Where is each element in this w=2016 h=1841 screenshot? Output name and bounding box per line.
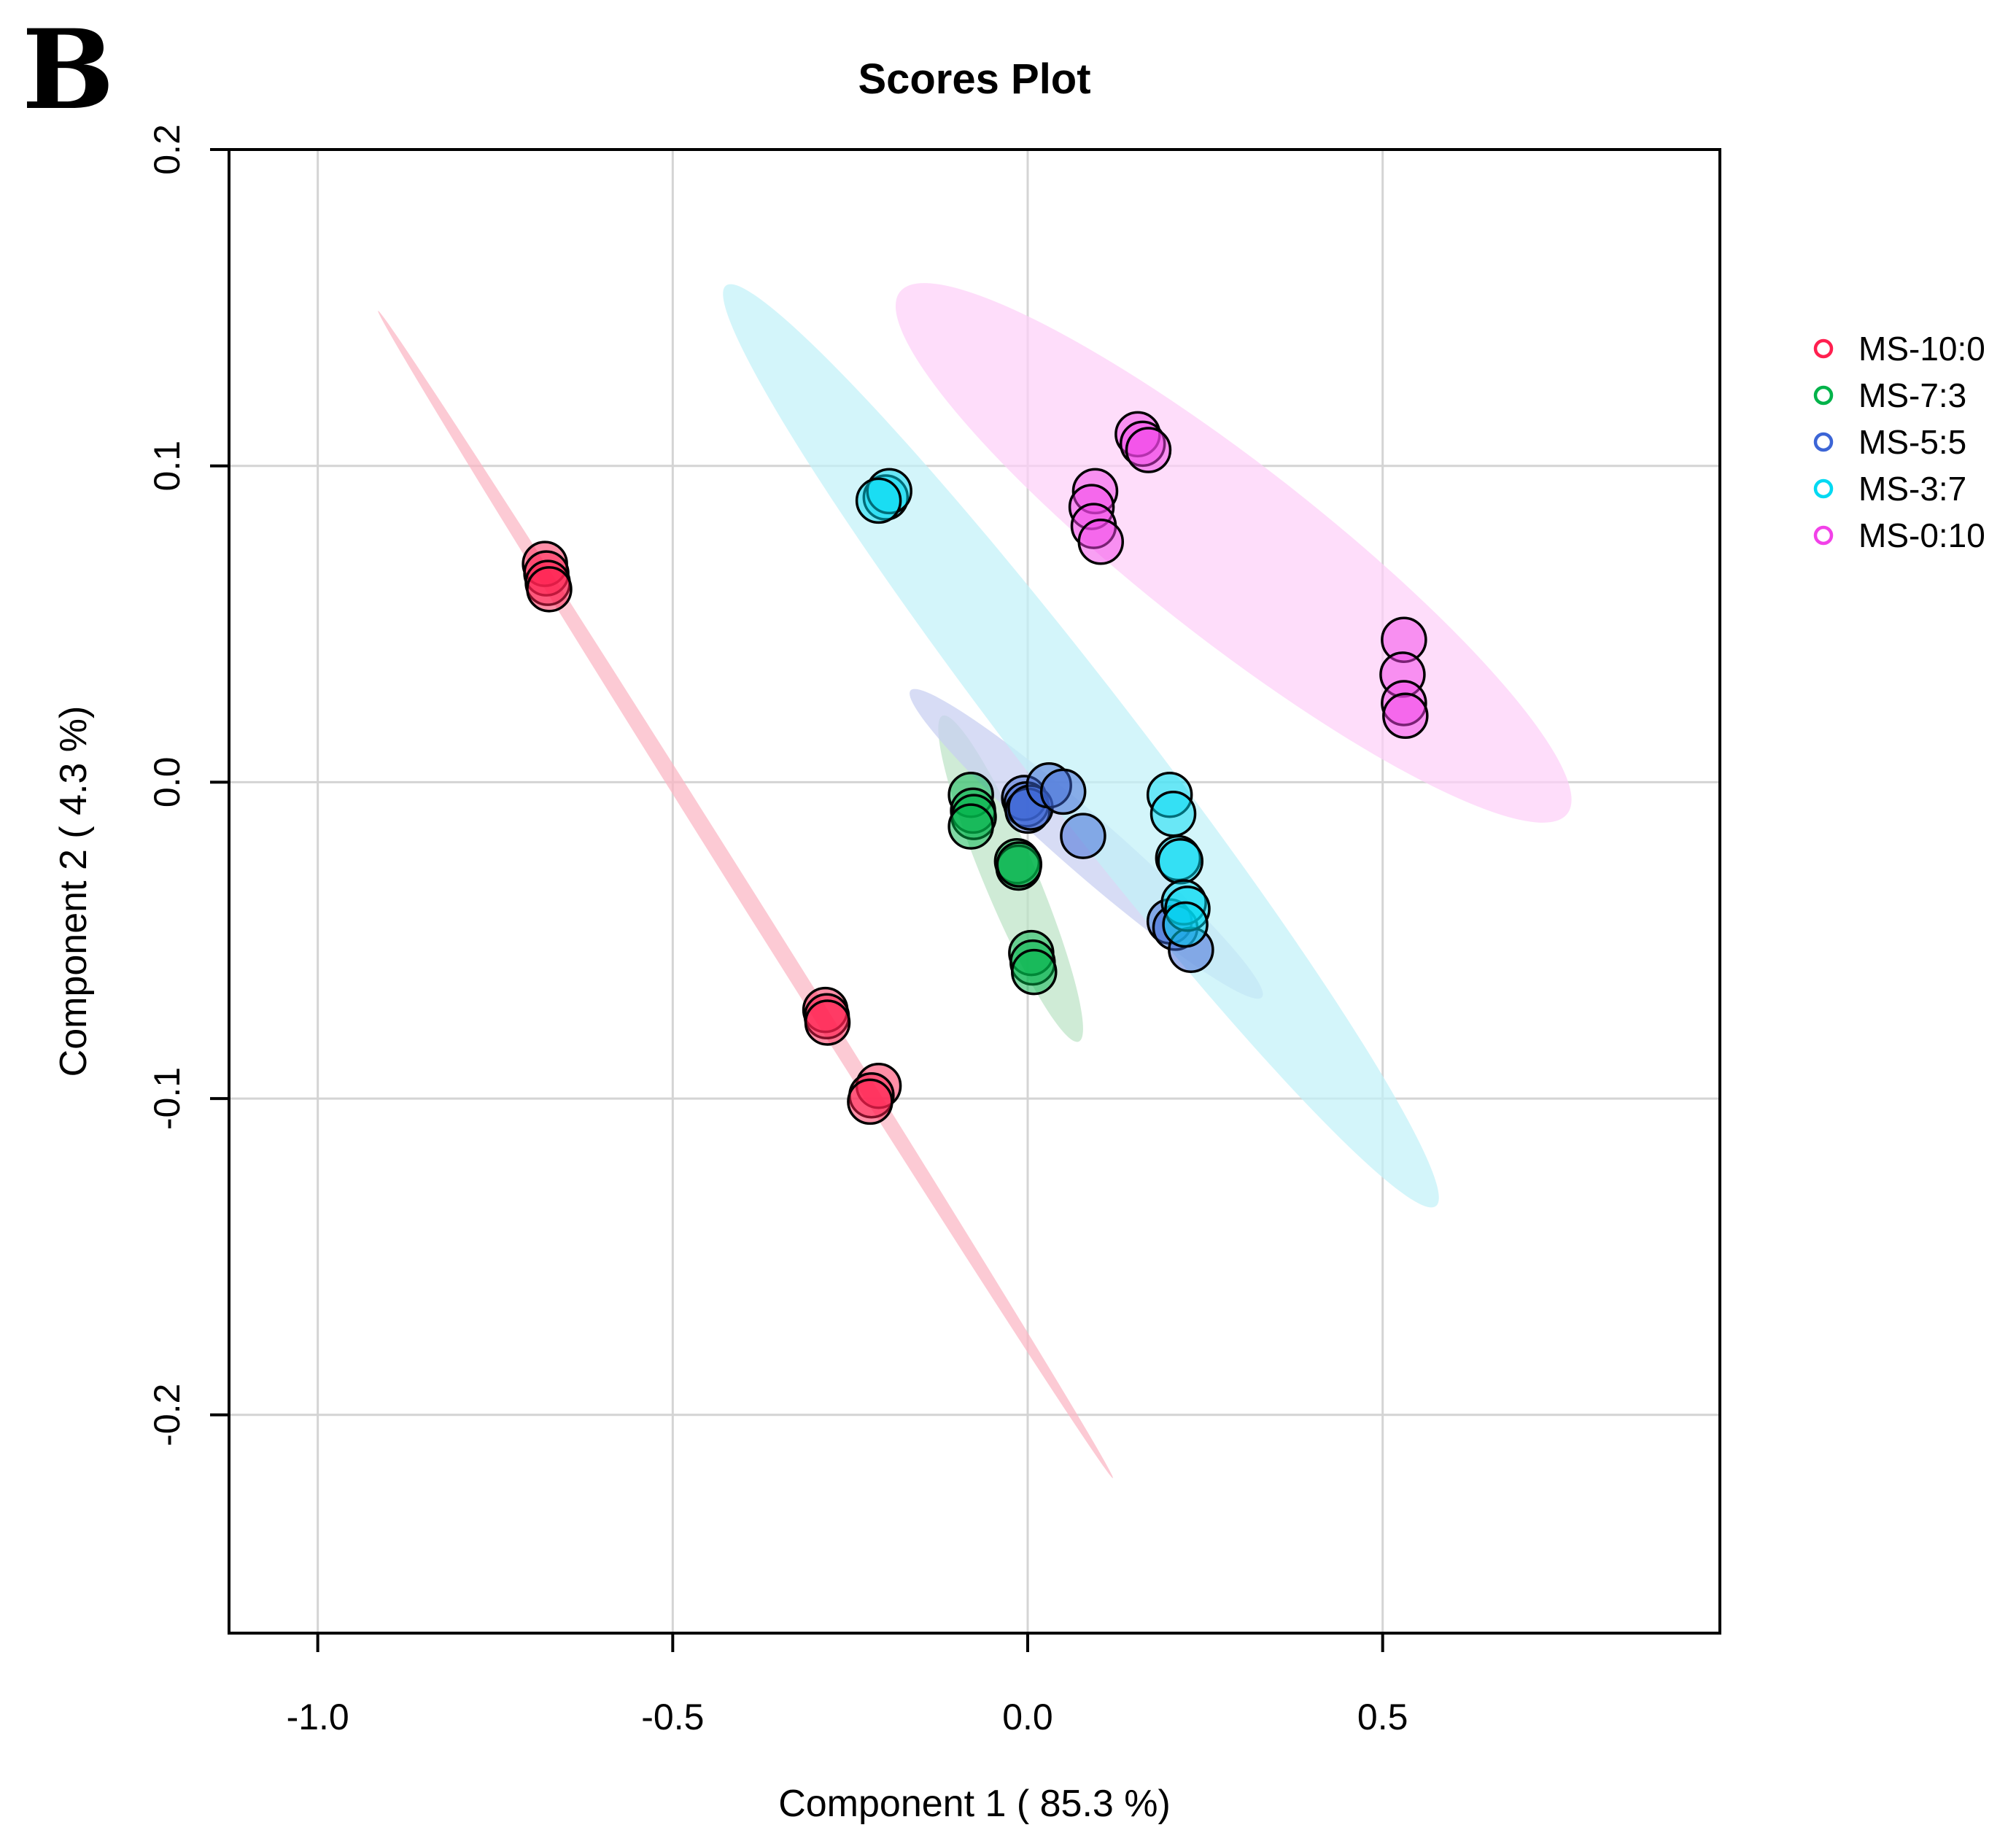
confidence-ellipse-ms-3-7 <box>723 284 1439 1208</box>
x-axis-label: Component 1 ( 85.3 %) <box>778 1783 1171 1825</box>
score-point-ms-7-3 <box>996 841 1043 888</box>
x-tick-label: -0.5 <box>641 1697 704 1737</box>
y-tick-label: -0.1 <box>147 1067 187 1130</box>
legend-marker <box>1813 525 1834 546</box>
score-point-ms-3-7 <box>1149 790 1197 837</box>
score-point-ms-0-10 <box>1125 427 1172 473</box>
x-axis-ticks: -1.0 -0.5 0.0 0.5 <box>287 1633 1408 1737</box>
y-tick-label: 0.2 <box>147 124 187 175</box>
legend-label: MS-10:0 <box>1858 330 1985 368</box>
score-point-ms-5-5 <box>1060 813 1106 859</box>
y-axis-ticks: -0.2 -0.1 0.0 0.1 0.2 <box>147 124 229 1446</box>
score-point-ms-0-10 <box>1382 692 1429 740</box>
legend-marker <box>1813 338 1834 359</box>
legend-marker <box>1813 432 1834 452</box>
y-tick-label: 0.0 <box>147 757 187 808</box>
legend-label: MS-5:5 <box>1858 423 1966 461</box>
score-point-ms-3-7 <box>1162 901 1209 948</box>
y-axis-label: Component 2 ( 4.3 %) <box>53 706 95 1077</box>
legend-label: MS-0:10 <box>1858 516 1985 554</box>
x-tick-label: -1.0 <box>287 1697 349 1737</box>
score-point-ms-10-0 <box>526 566 573 613</box>
score-point-ms-10-0 <box>804 999 851 1046</box>
legend: MS-10:0 MS-7:3 MS-5:5 MS-3:7 MS-0:10 <box>1813 330 1985 554</box>
score-point-ms-5-5 <box>1039 768 1087 815</box>
y-tick-label: 0.1 <box>147 441 187 492</box>
score-point-ms-7-3 <box>947 803 994 850</box>
legend-marker <box>1813 478 1834 499</box>
score-point-ms-3-7 <box>1157 838 1204 885</box>
score-point-ms-0-10 <box>1077 519 1125 565</box>
score-points <box>522 411 1429 1125</box>
x-tick-label: 0.0 <box>1002 1697 1053 1737</box>
plot-frame <box>228 148 1721 1635</box>
legend-marker <box>1813 385 1834 406</box>
legend-label: MS-3:7 <box>1858 470 1966 508</box>
y-tick-label: -0.2 <box>147 1384 187 1446</box>
score-point-ms-7-3 <box>1011 948 1058 996</box>
x-tick-label: 0.5 <box>1357 1697 1408 1737</box>
score-point-ms-3-7 <box>855 477 902 524</box>
panel-letter: B <box>22 6 115 134</box>
legend-label: MS-7:3 <box>1858 376 1966 414</box>
chart-title: Scores Plot <box>858 55 1090 103</box>
score-point-ms-10-0 <box>847 1078 893 1125</box>
